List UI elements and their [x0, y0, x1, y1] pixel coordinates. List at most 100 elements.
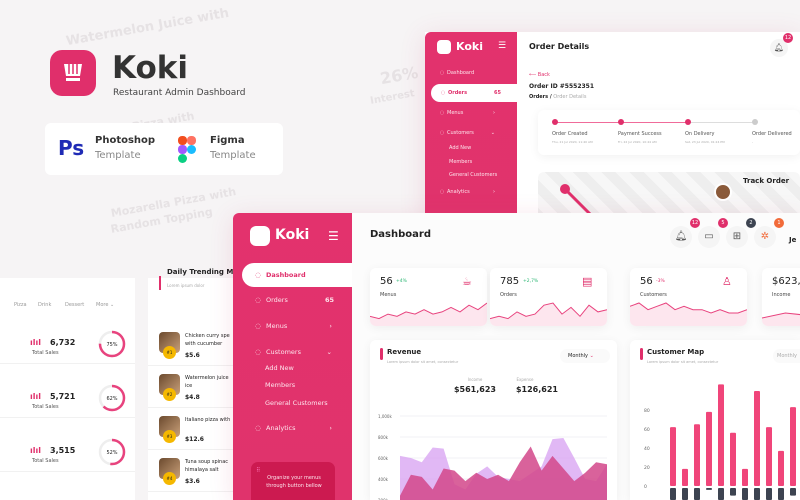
stat-label: Customers [640, 292, 667, 298]
menu-icon: ◌ [439, 189, 445, 195]
track-order-map[interactable]: Track Order [538, 172, 800, 222]
sidebar-item[interactable]: Members [425, 156, 517, 168]
sidebar-item-label: Orders [266, 296, 288, 304]
bar-negative [742, 488, 748, 500]
step-label: Payment Success [618, 131, 662, 137]
stat-value: 56 [380, 276, 393, 287]
bar-chart-icon: ılıl [30, 446, 41, 455]
bar-negative [682, 488, 688, 500]
bar-negative [694, 488, 700, 500]
sidebar-item[interactable]: Add New [425, 142, 517, 154]
back-label: Back [537, 72, 550, 78]
back-link[interactable]: ⟵ Back [529, 72, 550, 78]
sidebar-item[interactable]: Add New [233, 360, 352, 376]
dish-price: $12.6 [185, 436, 204, 443]
gift-button[interactable]: ⊞ 2 [726, 218, 756, 248]
donut-percent: 52% [106, 450, 118, 456]
bar-negative [790, 488, 796, 496]
dish-price: $5.6 [185, 352, 200, 359]
stat-card[interactable]: $623, Income [762, 268, 800, 326]
dish-name: Italiano pizza with [185, 417, 231, 423]
customer-map-card: Customer Map Lorem ipsum dolor sit amet,… [630, 340, 800, 500]
revenue-card: Revenue Lorem ipsum dolor sit amet, cons… [370, 340, 617, 500]
stat-value: 785 [500, 276, 520, 287]
bar [790, 407, 796, 486]
category-tab[interactable]: Pizza [14, 302, 27, 308]
category-tab[interactable]: More ⌄ [96, 302, 114, 308]
logo-icon [250, 226, 270, 246]
tab-label: More [96, 302, 109, 308]
category-tab[interactable]: Drink [38, 302, 51, 308]
chevron-right-icon: › [329, 322, 332, 330]
customer-map-period-select[interactable]: Monthly [773, 349, 800, 363]
sidebar-item[interactable]: Members [233, 377, 352, 393]
step-date: Fri, 22 Jul 2020, 10:44 AM [618, 140, 657, 144]
dish-name: Chicken curry spe [185, 333, 230, 339]
stat-value: $623, [772, 276, 800, 287]
bar [718, 384, 724, 486]
customer-map-title: Customer Map [647, 348, 705, 356]
step-dot [618, 119, 624, 125]
bell-button[interactable]: 🔔︎ 12 [670, 218, 700, 248]
bell-button[interactable]: 🔔︎ 12 [770, 33, 793, 57]
stat-card[interactable]: 785 +2,7% Orders ▤ [490, 268, 607, 326]
order-id: Order ID #5552351 [529, 83, 595, 90]
bar [706, 411, 712, 486]
order-details-window: Koki ☰ ◌ Dashboard ◌ Orders 65 ◌ Menus ›… [425, 32, 800, 222]
brand-tagline: Restaurant Admin Dashboard [113, 88, 246, 98]
hamburger-icon[interactable]: ☰ [328, 229, 339, 243]
trending-subtitle: Lorem ipsum dolor [167, 283, 205, 288]
sidebar-item[interactable]: General Customers [425, 169, 517, 181]
sidebar-item[interactable]: ◌ Orders 65 [233, 289, 352, 311]
breadcrumb-root[interactable]: Orders / [529, 94, 552, 100]
stat-card[interactable]: 56 +4% Menus ☕︎ [370, 268, 487, 326]
sidebar-item[interactable]: ◌ Analytics › [233, 417, 352, 439]
sidebar-item[interactable]: ◌ Menus › [233, 315, 352, 337]
tool-sub: Template [210, 150, 256, 161]
sidebar-item[interactable]: ◌ Customers ⌄ [233, 341, 352, 363]
stat-label: Income [772, 292, 791, 298]
bg-text: 26% [378, 62, 420, 89]
stat-card[interactable]: 56 -3% Customers ♙ [630, 268, 747, 326]
step-label: Order Delivered [752, 131, 792, 137]
y-tick-label: 40 [644, 446, 650, 452]
hamburger-icon[interactable]: ☰ [498, 41, 507, 51]
progress-donut [98, 330, 126, 358]
sidebar-item-label: Dashboard [266, 271, 306, 279]
expense-label: Expense [516, 377, 534, 382]
y-tick-label: 400k [378, 477, 389, 482]
bar-negative [754, 488, 760, 500]
donut-percent: 75% [106, 342, 118, 348]
dish-price: $3.6 [185, 478, 200, 485]
sidebar-item[interactable]: ◌ Dashboard [242, 263, 352, 287]
chat-button[interactable]: ▭ 5 [698, 218, 728, 248]
bar [682, 468, 688, 486]
revenue-period-select[interactable]: Monthly ⌄ [560, 349, 610, 363]
bell-icon: 🔔︎ [674, 231, 688, 242]
chevron-right-icon: › [493, 189, 495, 195]
sidebar-item[interactable]: ◌ Dashboard [425, 67, 517, 79]
step-dot [752, 119, 758, 125]
gear-button[interactable]: ✲ 1 [754, 218, 784, 248]
user-name[interactable]: Je [789, 236, 797, 244]
menu-icon: ◌ [255, 271, 261, 279]
tools-card: Ps Photoshop Template Figma Template [45, 123, 283, 175]
sidebar-item[interactable]: General Customers [233, 395, 352, 411]
sidebar-item-label: Customers [266, 348, 301, 356]
dish-name-cont: ice [185, 383, 193, 389]
chef-hat-icon [64, 64, 82, 81]
bar [766, 427, 772, 486]
sidebar-item[interactable]: ◌ Orders 65 [431, 84, 517, 102]
bar-negative [766, 488, 772, 500]
sidebar-item[interactable]: ◌ Menus › [425, 107, 517, 119]
rank-badge: #4 [163, 472, 176, 485]
category-tab[interactable]: Dessert [65, 302, 84, 308]
customer-map-subtitle: Lorem ipsum dolor sit amet, consectetur [647, 360, 719, 364]
sidebar-item[interactable]: ◌ Customers ⌄ [425, 127, 517, 139]
breadcrumb-current: Order Details [553, 94, 587, 100]
sidebar-item[interactable]: ◌ Analytics › [425, 186, 517, 198]
sidebar-item-label: Menus [266, 322, 288, 330]
count-badge: 5 [718, 218, 728, 228]
notification-badge: 12 [783, 33, 793, 43]
cup-icon: ☕︎ [462, 275, 472, 288]
